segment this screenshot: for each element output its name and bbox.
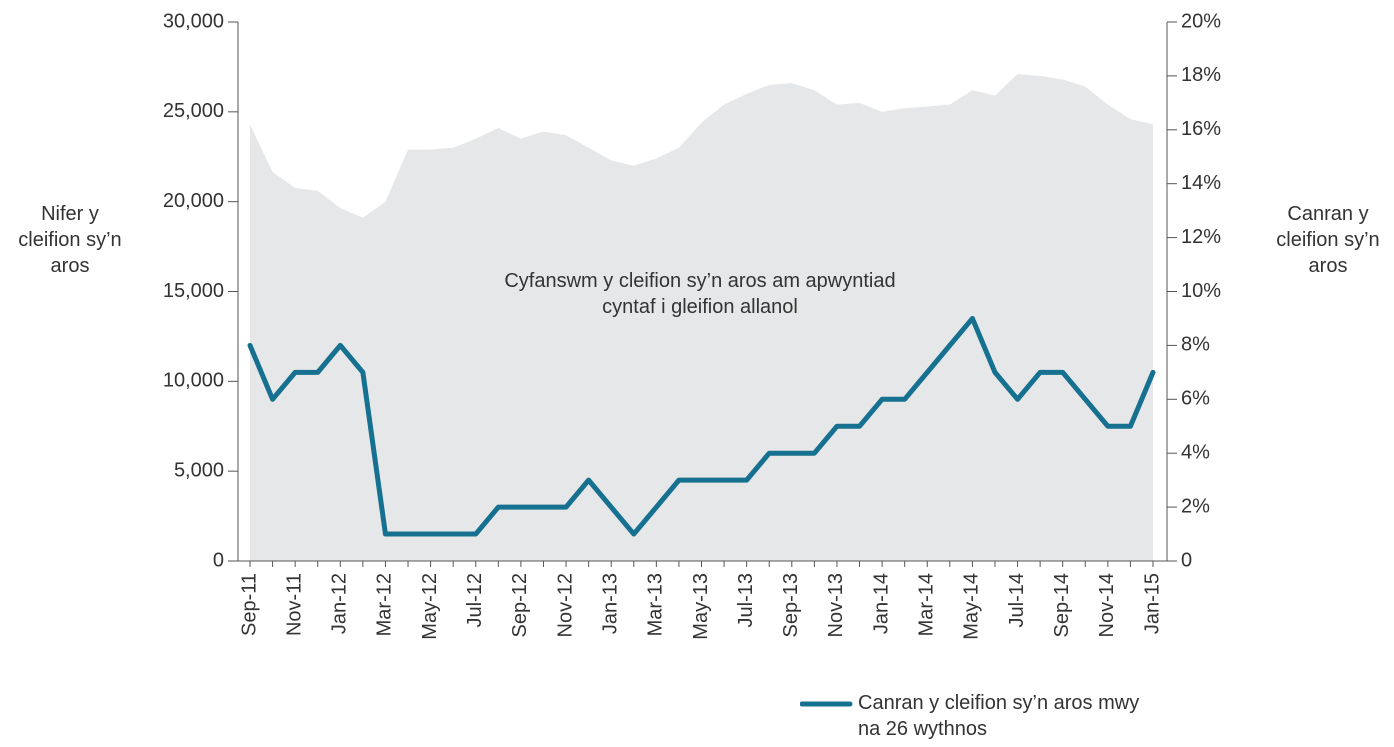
y-tick-label: 15,000: [163, 280, 224, 302]
x-tick-label: Nov-13: [825, 573, 847, 637]
x-tick-label: Jan-13: [599, 573, 621, 634]
x-tick-label: May-13: [690, 573, 712, 640]
x-tick-label: Nov-12: [554, 573, 576, 637]
y-tick-label: 30,000: [163, 10, 224, 32]
y-tick-label: 10,000: [163, 370, 224, 392]
y2-tick-label: 14%: [1181, 172, 1221, 194]
x-tick-label: Sep-12: [509, 573, 531, 638]
x-tick-label: Jan-15: [1141, 573, 1163, 634]
area: [250, 74, 1153, 561]
y-tick-label: 0: [213, 549, 224, 571]
y2-tick-label: 6%: [1181, 388, 1210, 410]
line: [247, 315, 1156, 537]
x-tick-label: May-14: [961, 573, 983, 640]
x-tick-label: Sep-14: [1051, 573, 1073, 638]
y-axis-label: Nifer y cleifion sy’n aros: [18, 203, 122, 277]
y-tick-label: 20,000: [163, 190, 224, 212]
y2-tick-label: 2%: [1181, 495, 1210, 517]
y2-tick-label: 4%: [1181, 441, 1210, 463]
y2-tick-label: 18%: [1181, 64, 1221, 86]
x-tick-label: Jul-14: [1006, 573, 1028, 627]
x-tick-label: May-12: [419, 573, 441, 640]
y2-tick-label: 16%: [1181, 118, 1221, 140]
x-tick-label: Sep-11: [238, 573, 260, 636]
y2-tick-label: 20%: [1181, 10, 1221, 32]
y-tick-label: 25,000: [163, 100, 224, 122]
legend-swatch: [800, 701, 853, 707]
y2-tick-label: 0: [1181, 549, 1192, 571]
y2-tick-label: 8%: [1181, 334, 1210, 356]
x-tick-label: Mar-14: [916, 573, 938, 636]
x-tick-label: Jan-14: [870, 573, 892, 634]
legend-label: Canran y cleifion sy’n aros mwy na 26 wy…: [858, 692, 1140, 740]
x-tick-label: Nov-11: [283, 573, 305, 636]
x-tick-label: Nov-14: [1096, 573, 1118, 637]
area-label: Cyfanswm y cleifion sy’n aros am apwynti…: [504, 270, 896, 318]
y2-axis-label: Canran y cleifion sy’n aros: [1276, 203, 1380, 277]
x-tick-label: Jul-12: [464, 573, 486, 627]
y-tick-label: 5,000: [174, 459, 224, 481]
x-tick-label: Jan-12: [329, 573, 351, 634]
y2-tick-label: 12%: [1181, 226, 1221, 248]
x-tick-label: Sep-13: [780, 573, 802, 638]
x-tick-label: Mar-12: [374, 573, 396, 636]
x-tick-label: Jul-13: [735, 573, 757, 627]
y2-tick-label: 10%: [1181, 280, 1221, 302]
x-tick-label: Mar-13: [645, 573, 667, 636]
